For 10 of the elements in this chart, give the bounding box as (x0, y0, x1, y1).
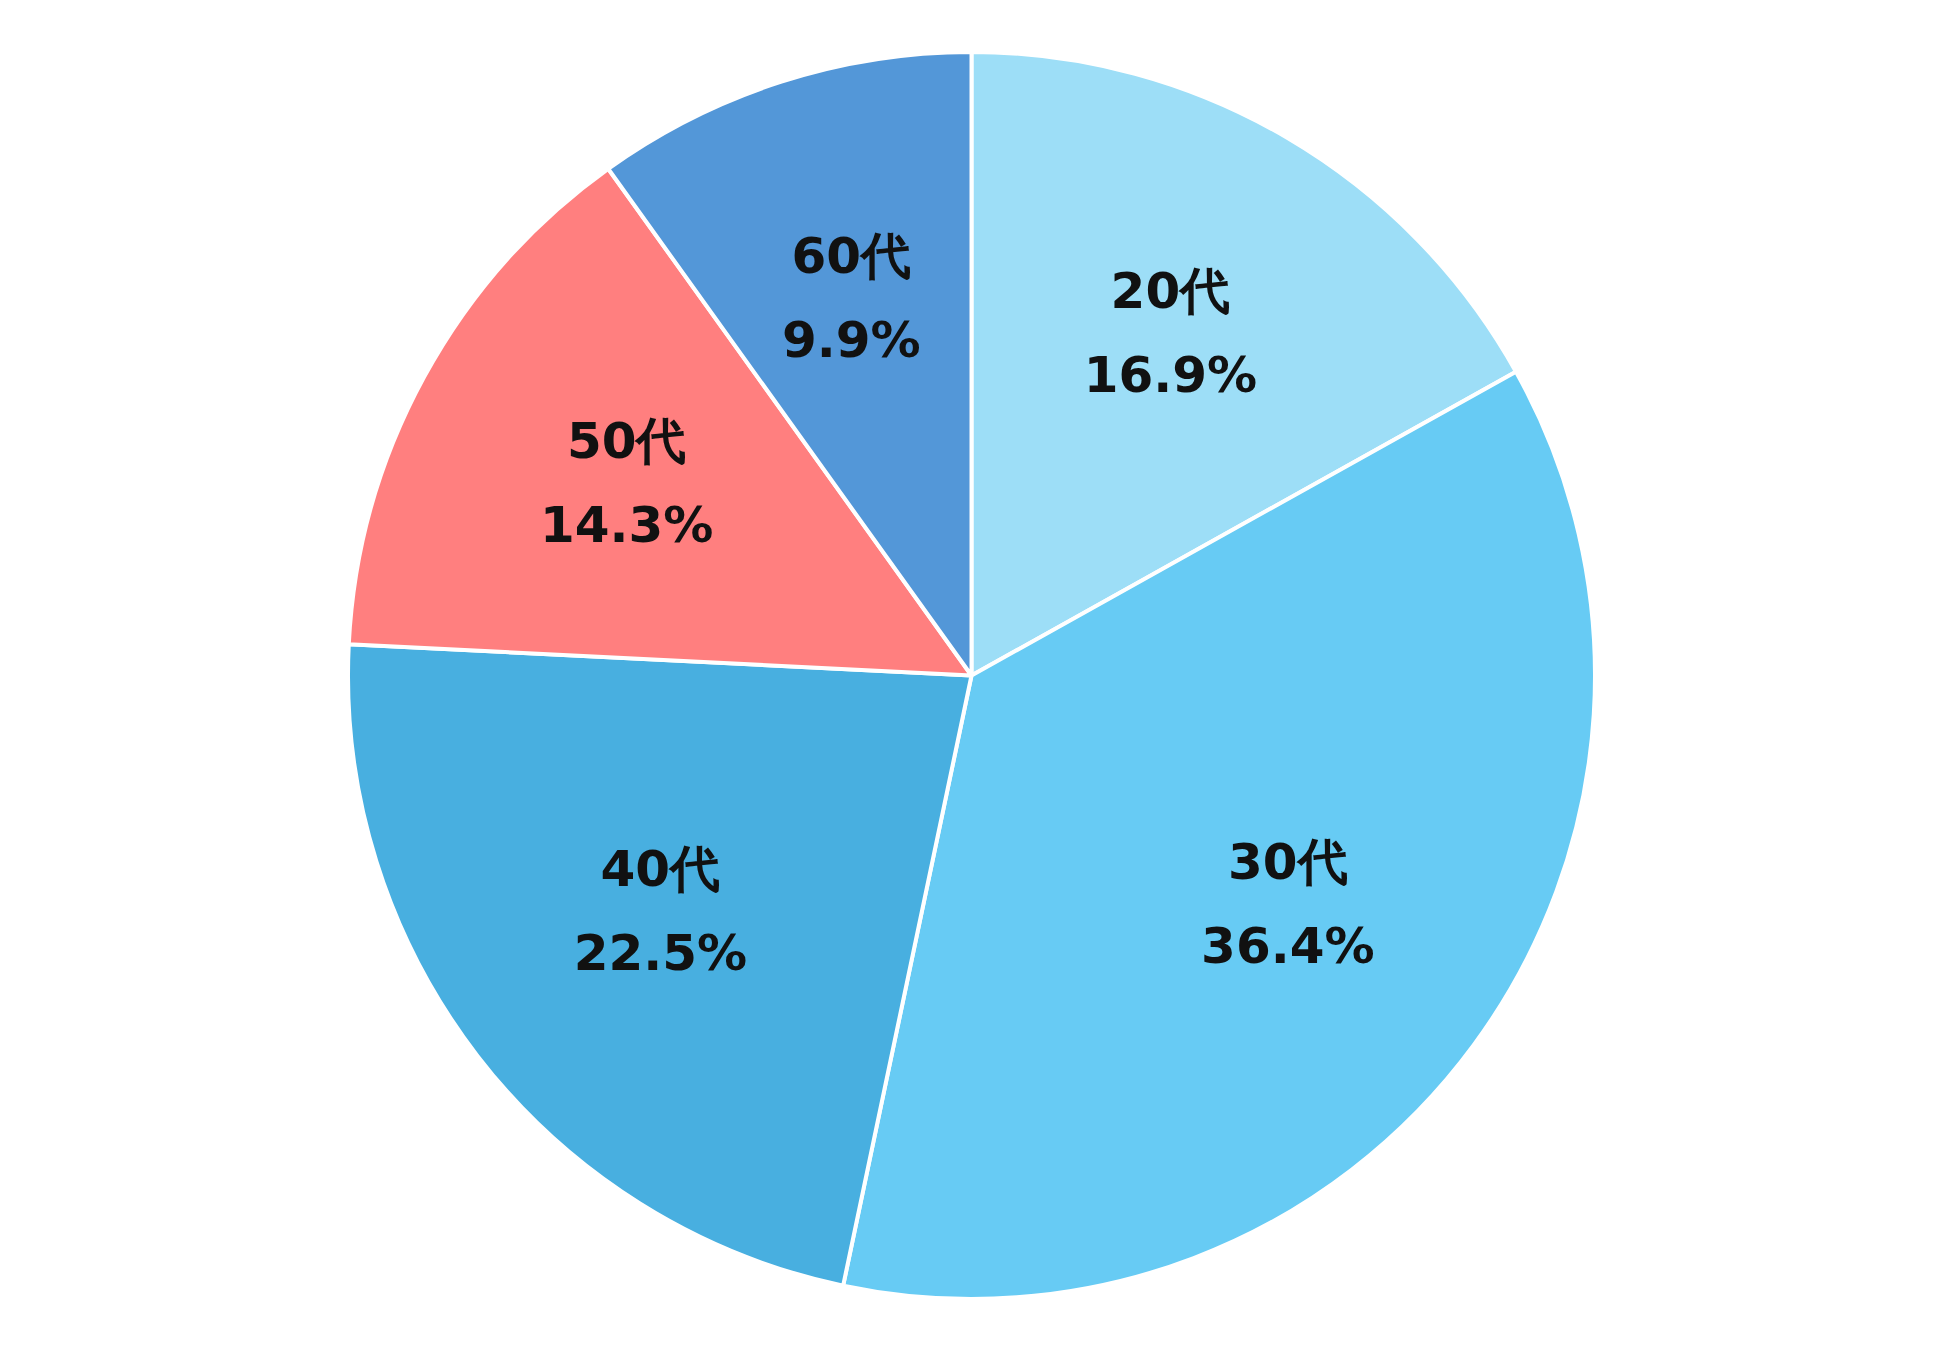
slice-label: 30代 (1228, 833, 1348, 892)
data-label: 14.3% (539, 496, 714, 555)
slice-label: 60代 (791, 226, 912, 285)
data-label: 36.4% (1201, 917, 1375, 976)
slice-label: 50代 (566, 412, 687, 471)
data-label: 22.5% (573, 924, 748, 983)
slice-label: 40代 (600, 840, 721, 899)
slice-label: 20代 (1110, 261, 1231, 320)
data-label: 16.9% (1083, 345, 1258, 404)
data-label: 9.9% (781, 310, 921, 369)
